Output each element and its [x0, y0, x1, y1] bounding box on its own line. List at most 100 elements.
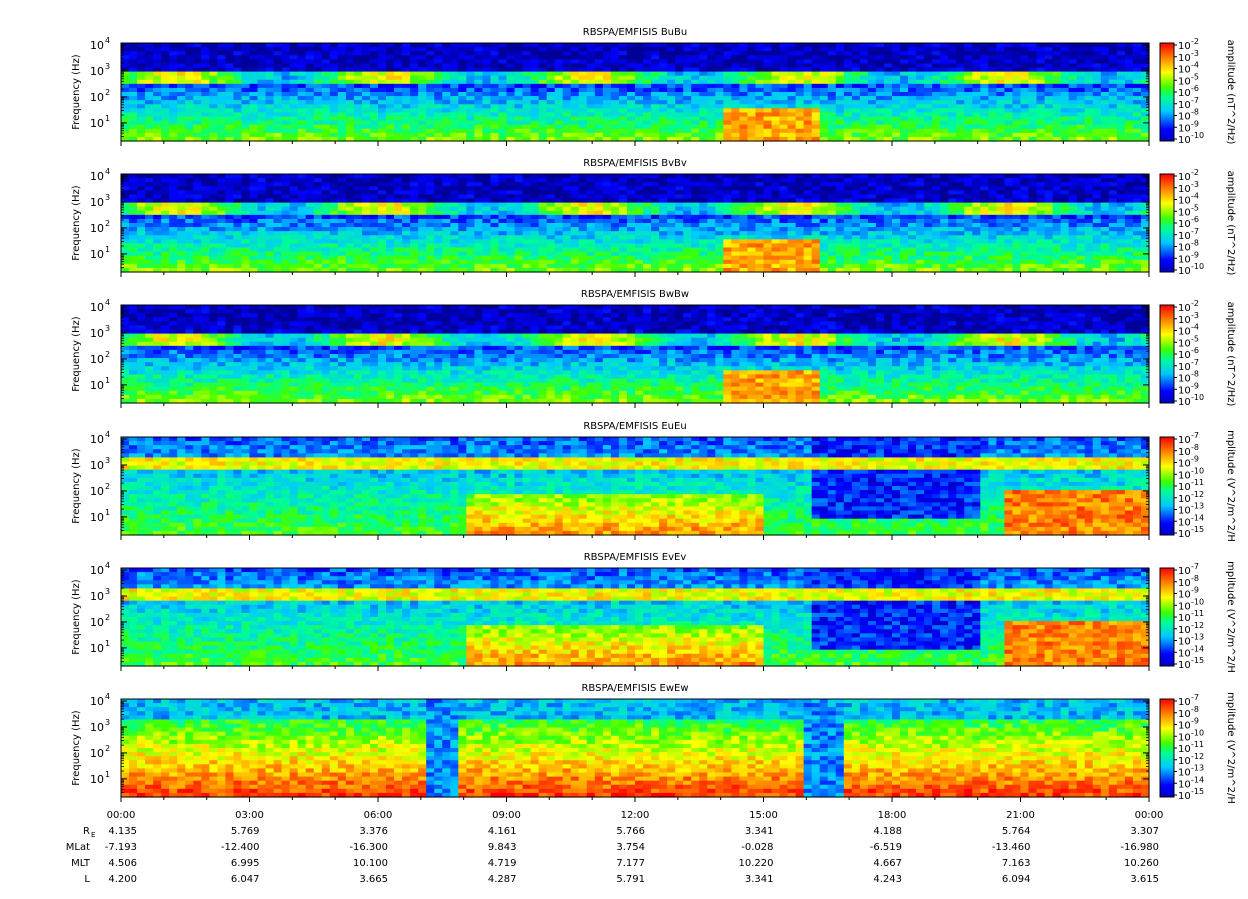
x-tick-label: 18:00	[878, 810, 907, 821]
y-tick-exponent: 1	[105, 245, 110, 254]
y-tick-exponent: 1	[105, 770, 110, 779]
ephemeris-value: -16.980	[1120, 842, 1159, 853]
ephemeris-value: 3.307	[1130, 826, 1159, 837]
y-tick-exponent: 2	[105, 88, 110, 97]
colorbar-gradient	[1159, 436, 1175, 536]
colorbar-tick-label: 10	[1178, 721, 1191, 732]
colorbar-tick-exponent: -9	[1191, 381, 1199, 390]
colorbar-tick-label: 10	[1178, 338, 1191, 349]
ephemeris-value: -12.400	[221, 842, 260, 853]
colorbar-gradient	[1159, 698, 1175, 798]
colorbar-tick-exponent: -9	[1191, 119, 1199, 128]
colorbar-gradient	[1159, 173, 1175, 273]
ephemeris-value: 4.287	[488, 874, 517, 885]
ephemeris-value: 5.766	[616, 826, 645, 837]
y-tick-exponent: 1	[105, 376, 110, 385]
y-tick-label: 10	[90, 379, 104, 392]
ephemeris-value: 4.188	[873, 826, 902, 837]
y-tick-label: 10	[90, 39, 104, 52]
ephemeris-value: 3.665	[359, 874, 388, 885]
y-tick-exponent: 2	[105, 482, 110, 491]
ephemeris-value: 6.094	[1002, 874, 1031, 885]
colorbar-tick-label: 10	[1178, 196, 1191, 207]
y-tick-exponent: 3	[105, 324, 110, 333]
ephemeris-value: 10.220	[739, 858, 774, 869]
ephemeris-label: L	[84, 874, 90, 885]
ephemeris-value: 10.260	[1124, 858, 1159, 869]
colorbar-gradient	[1159, 42, 1175, 142]
colorbar-tick-label: 10	[1178, 517, 1191, 528]
y-tick-exponent: 1	[105, 114, 110, 123]
ephemeris-value: -6.519	[870, 842, 902, 853]
colorbar-tick-label: 10	[1178, 327, 1191, 338]
x-tick-label: 12:00	[621, 810, 650, 821]
spectrogram-image	[121, 568, 1150, 667]
colorbar-tick-exponent: -11	[1191, 740, 1204, 749]
y-tick-label: 10	[90, 327, 104, 340]
ephemeris-value: 4.161	[488, 826, 517, 837]
ephemeris-value: 3.376	[359, 826, 388, 837]
ephemeris-value: -0.028	[741, 842, 773, 853]
colorbar-tick-exponent: -7	[1191, 358, 1199, 367]
y-tick-label: 10	[90, 301, 104, 314]
x-tick-label: 09:00	[492, 810, 521, 821]
colorbar-tick-label: 10	[1178, 648, 1191, 659]
colorbar-tick-exponent: -8	[1191, 370, 1199, 379]
colorbar-tick-label: 10	[1178, 613, 1191, 624]
colorbar-tick-label: 10	[1178, 397, 1191, 408]
y-axis-label: Frequency (Hz)	[71, 448, 82, 524]
colorbar-tick-exponent: -12	[1191, 490, 1204, 499]
ephemeris-value: 7.163	[1002, 858, 1031, 869]
colorbar-tick-exponent: -3	[1191, 49, 1199, 58]
colorbar-tick-label: 10	[1178, 494, 1191, 505]
y-tick-label: 10	[90, 196, 104, 209]
colorbar-tick-label: 10	[1178, 76, 1191, 87]
panel-title: RBSPA/EMFISIS EvEv	[584, 552, 687, 563]
colorbar-tick-label: 10	[1178, 243, 1191, 254]
colorbar-tick-label: 10	[1178, 41, 1191, 52]
colorbar-tick-label: 10	[1178, 303, 1191, 314]
ephemeris-value: 6.995	[231, 858, 260, 869]
colorbar-tick-label: 10	[1178, 791, 1191, 802]
y-tick-exponent: 3	[105, 456, 110, 465]
colorbar-tick-exponent: -9	[1191, 586, 1199, 595]
colorbar-tick-label: 10	[1178, 768, 1191, 779]
panel-title: RBSPA/EMFISIS EwEw	[581, 683, 688, 694]
colorbar-tick-label: 10	[1178, 566, 1191, 577]
colorbar-tick-label: 10	[1178, 625, 1191, 636]
ephemeris-value: -7.193	[105, 842, 137, 853]
y-tick-exponent: 4	[105, 561, 110, 570]
colorbar-tick-label: 10	[1178, 135, 1191, 146]
colorbar-tick-exponent: -11	[1191, 478, 1204, 487]
x-tick-label: 00:00	[1135, 810, 1164, 821]
colorbar-tick-exponent: -15	[1191, 525, 1204, 534]
y-tick-label: 10	[90, 695, 104, 708]
colorbar-tick-exponent: -8	[1191, 239, 1199, 248]
y-tick-label: 10	[90, 747, 104, 760]
y-tick-exponent: 1	[105, 508, 110, 517]
colorbar-tick-exponent: -5	[1191, 334, 1199, 343]
y-tick-label: 10	[90, 91, 104, 104]
y-tick-label: 10	[90, 117, 104, 130]
colorbar-label: amplitude (nT^2/Hz)	[1225, 40, 1236, 145]
y-tick-exponent: 3	[105, 193, 110, 202]
colorbar-tick-exponent: -7	[1191, 96, 1199, 105]
y-tick-label: 10	[90, 248, 104, 261]
ephemeris-value: 7.177	[616, 858, 645, 869]
colorbar-tick-exponent: -10	[1191, 262, 1204, 271]
colorbar-tick-label: 10	[1178, 374, 1191, 385]
colorbar-tick-exponent: -3	[1191, 180, 1199, 189]
y-axis-label: Frequency (Hz)	[71, 710, 82, 786]
y-tick-label: 10	[90, 721, 104, 734]
colorbar: 10-210-310-410-510-610-710-810-910-10 amp…	[1159, 37, 1236, 146]
colorbar-tick-label: 10	[1178, 732, 1191, 743]
colorbar-tick-label: 10	[1178, 350, 1191, 361]
y-tick-label: 10	[90, 433, 104, 446]
colorbar-tick-label: 10	[1178, 100, 1191, 111]
colorbar-tick-label: 10	[1178, 590, 1191, 601]
